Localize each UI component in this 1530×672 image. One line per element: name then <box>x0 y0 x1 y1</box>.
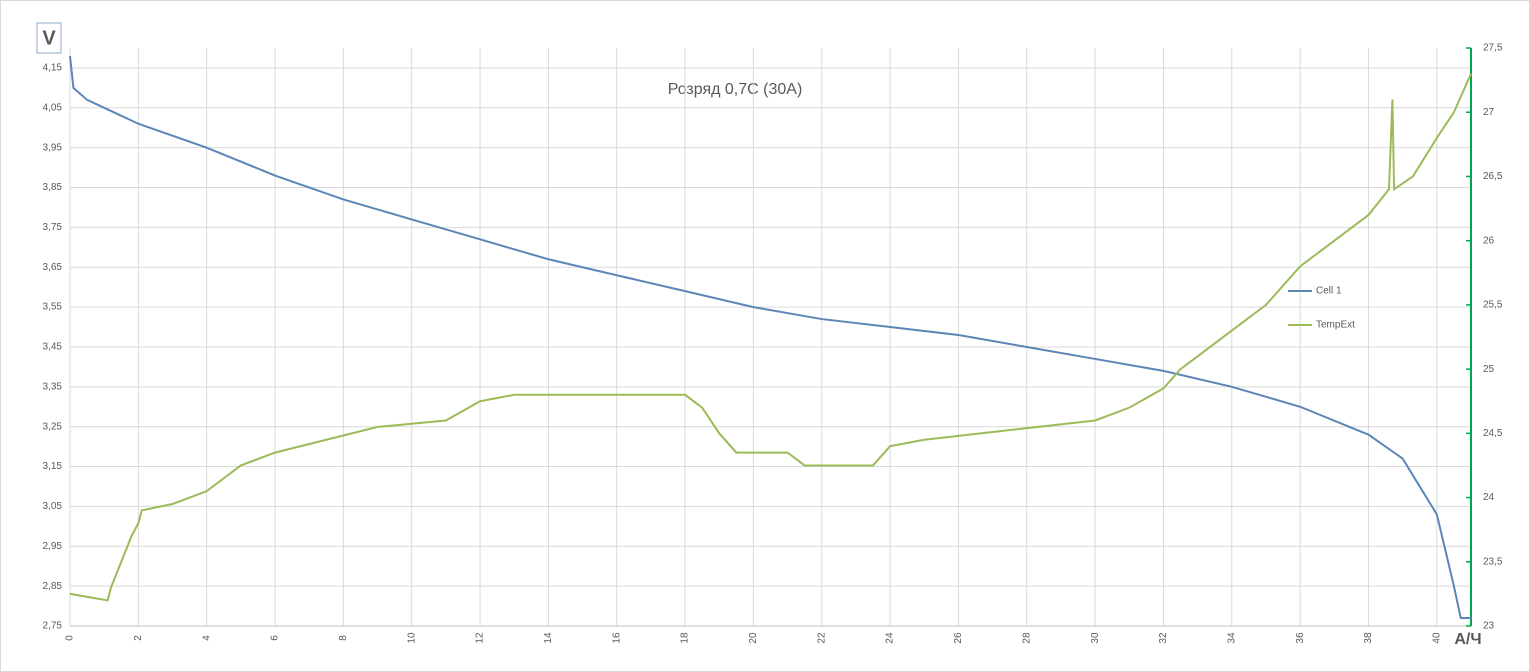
x-tick-label: 30 <box>1090 632 1101 644</box>
x-tick-label: 38 <box>1363 632 1374 644</box>
y-tick-label: 3,05 <box>43 501 63 512</box>
x-tick-label: 24 <box>885 632 896 644</box>
y-tick-label: 2,95 <box>43 541 63 552</box>
x-axis-label: А/Ч <box>1454 631 1481 648</box>
y2-tick-label: 26 <box>1483 235 1495 246</box>
chart-title: Розряд 0,7С (30А) <box>668 81 803 98</box>
x-tick-label: 8 <box>338 635 349 641</box>
y-tick-label: 3,15 <box>43 461 63 472</box>
y2-tick-label: 25 <box>1483 364 1495 375</box>
y-tick-label: 3,35 <box>43 381 63 392</box>
y-tick-label: 4,05 <box>43 102 63 113</box>
y-tick-label: 3,65 <box>43 262 63 273</box>
x-tick-label: 28 <box>1021 632 1032 644</box>
y2-tick-label: 23 <box>1483 621 1495 632</box>
x-tick-label: 6 <box>270 635 281 641</box>
y2-tick-label: 24,5 <box>1483 428 1503 439</box>
legend-label: TempExt <box>1316 320 1355 331</box>
y2-tick-label: 23,5 <box>1483 556 1503 567</box>
data-line <box>69 73 1472 602</box>
y2-tick-label: 26,5 <box>1483 171 1503 182</box>
x-tick-label: 18 <box>680 632 691 644</box>
x-tick-label: 32 <box>1158 632 1169 644</box>
x-tick-label: 22 <box>816 632 827 644</box>
x-tick-label: 14 <box>543 632 554 644</box>
y-tick-label: 4,15 <box>43 63 63 74</box>
legend-label: Cell 1 <box>1316 286 1342 297</box>
y2-tick-label: 27,5 <box>1483 43 1503 54</box>
y-axis-label: V <box>42 27 56 49</box>
y-tick-label: 3,95 <box>43 142 63 153</box>
x-tick-label: 16 <box>611 632 622 644</box>
x-tick-label: 2 <box>133 635 144 641</box>
x-tick-label: 20 <box>748 632 759 644</box>
y2-tick-label: 24 <box>1483 492 1495 503</box>
y2-tick-label: 27 <box>1483 107 1495 118</box>
x-tick-label: 26 <box>953 632 964 644</box>
y-tick-label: 3,45 <box>43 342 63 353</box>
x-tick-label: 4 <box>201 635 212 641</box>
x-tick-label: 10 <box>406 632 417 644</box>
y-tick-label: 2,75 <box>43 621 63 632</box>
y-tick-label: 3,85 <box>43 182 63 193</box>
y-tick-label: 3,55 <box>43 302 63 313</box>
x-tick-label: 34 <box>1226 632 1237 644</box>
y-tick-label: 3,25 <box>43 421 63 432</box>
y-label-box <box>36 22 62 54</box>
y2-tick-label: 25,5 <box>1483 300 1503 311</box>
x-tick-label: 36 <box>1295 632 1306 644</box>
x-tick-label: 0 <box>65 635 76 641</box>
y-tick-label: 2,85 <box>43 581 63 592</box>
y-tick-label: 3,75 <box>43 222 63 233</box>
x-tick-label: 12 <box>475 632 486 644</box>
x-tick-label: 40 <box>1431 632 1442 644</box>
data-line <box>69 55 1471 620</box>
